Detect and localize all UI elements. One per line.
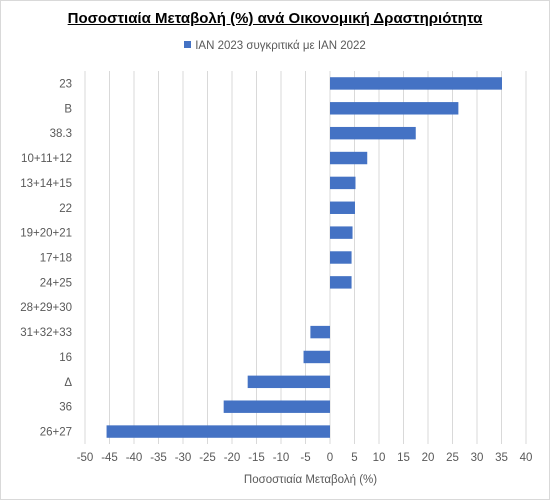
chart-title: Ποσοστιαία Μεταβολή (%) ανά Οικονομική Δ… xyxy=(67,10,483,27)
x-axis-title: Ποσοστιαία Μεταβολή (%) xyxy=(244,474,377,486)
bar xyxy=(330,176,356,190)
x-tick-label: 25 xyxy=(446,452,459,464)
x-tick-label: 20 xyxy=(422,452,435,464)
x-tick-label: 35 xyxy=(495,452,508,464)
bar xyxy=(330,151,368,165)
x-tick-label: -30 xyxy=(175,452,192,464)
x-tick-label: -25 xyxy=(199,452,216,464)
bar xyxy=(330,226,353,239)
y-category-label: 36 xyxy=(59,402,72,414)
y-category-label: 26+27 xyxy=(40,427,72,439)
y-category-label: 28+29+30 xyxy=(20,302,72,314)
y-category-label: 17+18 xyxy=(40,253,72,265)
x-tick-label: 5 xyxy=(351,452,357,464)
x-tick-label: 0 xyxy=(327,452,333,464)
x-tick-label: -50 xyxy=(77,452,94,464)
bar xyxy=(330,276,352,289)
x-tick-label: -40 xyxy=(126,452,143,464)
bar xyxy=(330,77,502,90)
x-tick-label: -35 xyxy=(150,452,167,464)
x-tick-label: 15 xyxy=(397,452,410,464)
legend-swatch xyxy=(184,41,192,48)
bar xyxy=(330,126,416,140)
y-category-label: 38.3 xyxy=(50,128,72,140)
x-tick-label: 30 xyxy=(471,452,484,464)
x-tick-label: 40 xyxy=(520,452,533,464)
x-tick-label: -45 xyxy=(101,452,118,464)
bar xyxy=(223,400,330,413)
legend-label: ΙΑΝ 2023 συγκριτικά με ΙΑΝ 2022 xyxy=(195,40,366,52)
y-category-label: 13+14+15 xyxy=(20,178,72,190)
y-category-label: 19+20+21 xyxy=(20,228,72,240)
bar xyxy=(106,425,330,438)
y-category-label: 24+25 xyxy=(40,277,72,289)
bar xyxy=(330,251,352,264)
legend: ΙΑΝ 2023 συγκριτικά με ΙΑΝ 2022 xyxy=(0,40,550,52)
y-category-label: 10+11+12 xyxy=(21,153,72,165)
y-category-label: Β xyxy=(64,103,72,115)
y-category-label: 31+32+33 xyxy=(20,327,72,339)
bar xyxy=(330,102,459,115)
x-tick-label: -15 xyxy=(248,452,265,464)
x-tick-label: 10 xyxy=(373,452,386,464)
y-category-label: Δ xyxy=(64,377,72,389)
x-tick-label: -20 xyxy=(224,452,241,464)
y-category-label: 22 xyxy=(59,203,72,215)
x-tick-label: -5 xyxy=(300,452,310,464)
bar xyxy=(330,201,355,214)
bar xyxy=(303,350,330,364)
bar xyxy=(247,375,330,389)
y-category-label: 23 xyxy=(59,78,72,90)
y-category-label: 16 xyxy=(59,352,72,364)
bar xyxy=(310,325,330,339)
x-tick-label: -10 xyxy=(273,452,290,464)
